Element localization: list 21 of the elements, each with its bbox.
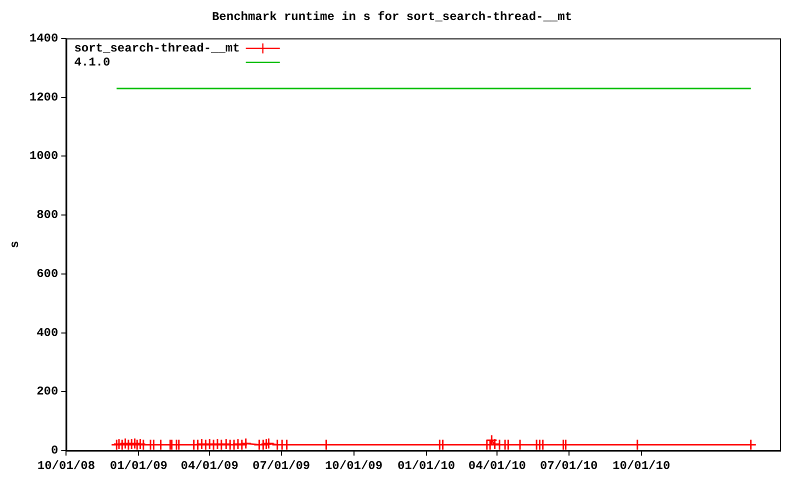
x-tick-label: 10/01/08 bbox=[37, 458, 96, 473]
y-tick-label: 400 bbox=[36, 326, 58, 340]
series-label: 4.1.0 bbox=[74, 55, 110, 70]
y-tick-label: 1200 bbox=[29, 90, 58, 104]
y-tick-label: 600 bbox=[36, 266, 58, 281]
y-tick-label: 1000 bbox=[29, 149, 58, 164]
y-tick-label: 800 bbox=[36, 208, 58, 222]
x-tick-label: 01/01/09 bbox=[110, 458, 168, 473]
x-tick-label: 01/01/10 bbox=[397, 458, 456, 473]
y-tick-label: 200 bbox=[36, 384, 58, 399]
legend-label: sort_search-thread-__mt bbox=[74, 41, 240, 56]
x-tick-label: 07/01/09 bbox=[252, 458, 310, 473]
x-tick-label: 04/01/10 bbox=[468, 458, 526, 473]
y-tick-label: 1400 bbox=[29, 31, 58, 46]
x-tick-label: 04/01/09 bbox=[180, 458, 238, 473]
x-tick-label: 10/01/10 bbox=[612, 458, 670, 473]
x-tick-label: 07/01/10 bbox=[540, 458, 598, 473]
y-axis-title: s bbox=[8, 240, 22, 248]
chart-title: Benchmark runtime in s for sort_search-thread-__mt bbox=[212, 10, 572, 24]
x-tick-label: 10/01/09 bbox=[324, 458, 383, 473]
y-tick-label: 0 bbox=[51, 444, 58, 458]
